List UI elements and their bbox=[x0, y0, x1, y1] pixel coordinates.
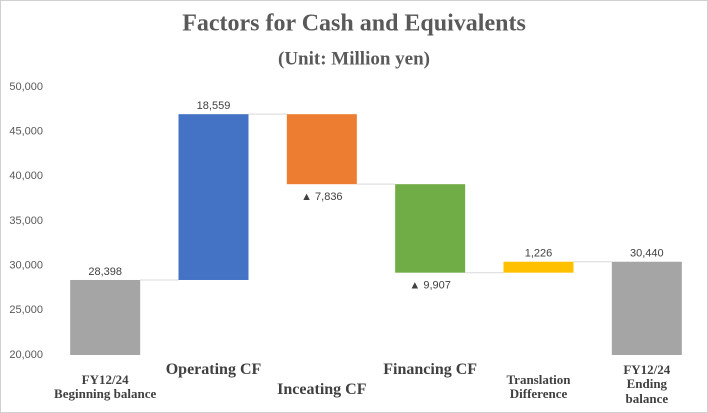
bar bbox=[178, 114, 249, 280]
value-label: 28,398 bbox=[88, 266, 122, 278]
y-tick-label: 35,000 bbox=[9, 215, 43, 227]
value-label: ▲ 7,836 bbox=[301, 191, 342, 203]
y-tick-label: 45,000 bbox=[9, 126, 43, 138]
bar bbox=[503, 261, 574, 273]
x-tick-label: Operating CF bbox=[165, 361, 262, 378]
chart-subtitle: (Unit: Million yen) bbox=[278, 48, 430, 69]
y-tick-label: 40,000 bbox=[9, 170, 43, 182]
x-tick-label: Inceating CF bbox=[277, 381, 367, 398]
bar bbox=[70, 279, 141, 355]
y-tick-label: 25,000 bbox=[9, 304, 43, 316]
value-label: 18,559 bbox=[197, 100, 231, 112]
x-tick-label: FY12/24 Beginning balance bbox=[54, 372, 157, 402]
y-tick-label: 50,000 bbox=[9, 81, 43, 93]
y-tick-label: 30,000 bbox=[9, 260, 43, 272]
value-label: 1,226 bbox=[525, 248, 553, 260]
bar bbox=[611, 261, 682, 355]
x-tick-label: Financing CF bbox=[383, 361, 478, 378]
value-label: ▲ 9,907 bbox=[409, 280, 450, 292]
value-label: 30,440 bbox=[630, 248, 664, 260]
bar bbox=[395, 184, 466, 273]
bar bbox=[286, 114, 357, 185]
y-tick-label: 20,000 bbox=[9, 349, 43, 361]
x-tick-label: FY12/24 Ending balance bbox=[623, 362, 671, 406]
chart-title: Factors for Cash and Equivalents bbox=[182, 11, 526, 37]
x-tick-label: Translation Difference bbox=[506, 372, 571, 402]
